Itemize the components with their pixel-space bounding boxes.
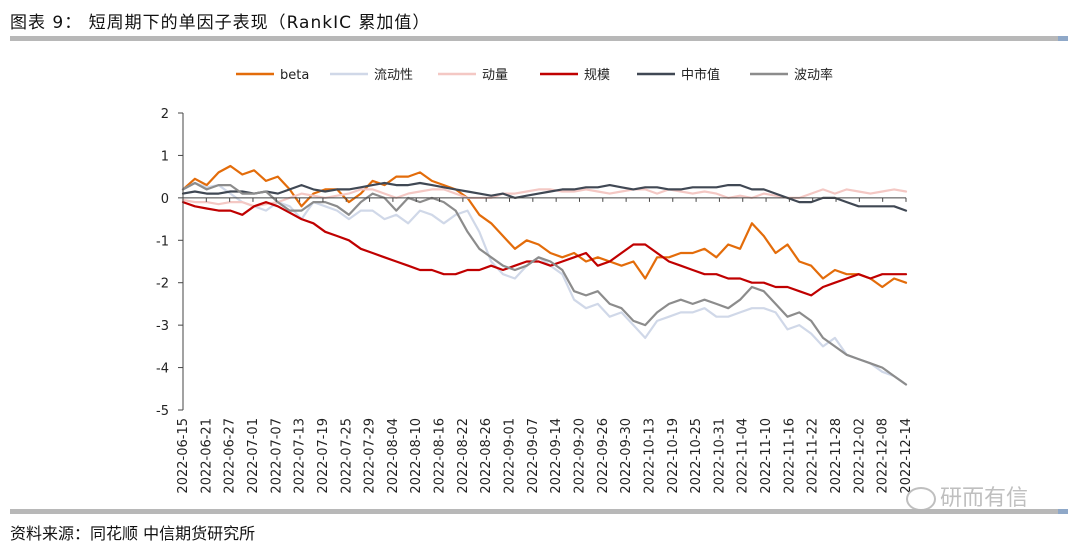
series-line-5: [181, 181, 908, 386]
watermark: 研而有信: [906, 480, 1028, 512]
legend: beta 流动性 动量 规模 中市值 波动率: [236, 67, 833, 83]
y-tick-label: 2: [161, 107, 169, 122]
top-rule: [10, 36, 1068, 41]
legend-label: 中市值: [681, 67, 720, 83]
x-tick-label: 2022-10-25: [689, 418, 704, 494]
bottom-rule: [10, 509, 1068, 514]
x-tick-label: 2022-08-10: [409, 418, 424, 494]
x-tick-label: 2022-07-29: [363, 418, 378, 494]
x-tick-label: 2022-07-13: [293, 418, 308, 494]
x-tick-label: 2022-08-26: [479, 418, 494, 494]
x-tick-label: 2022-12-08: [876, 418, 891, 494]
x-tick-label: 2022-08-04: [386, 418, 401, 494]
legend-label: beta: [280, 68, 309, 83]
x-tick-label: 2022-11-22: [806, 418, 821, 494]
y-tick-label: -4: [156, 362, 169, 377]
top-rule-accent: [1058, 36, 1068, 41]
legend-label: 波动率: [794, 67, 833, 83]
x-tick-label: 2022-12-02: [852, 418, 867, 494]
y-tick-label: 0: [161, 192, 169, 207]
x-tick-label: 2022-06-27: [223, 418, 238, 494]
y-tick-label: -5: [156, 404, 169, 419]
axes: 2 1 0 -1 -2 -3 -4 -5 2022-06-15 2022-06-21 2022-06…: [156, 107, 914, 494]
x-tick-label: 2022-09-14: [549, 418, 564, 494]
legend-label: 规模: [584, 68, 610, 83]
x-tick-label: 2022-11-28: [829, 418, 844, 494]
x-tick-label: 2022-09-30: [619, 418, 634, 494]
x-tick-label: 2022-11-10: [759, 418, 774, 494]
x-tick-label: 2022-06-15: [176, 418, 191, 494]
x-tick-label: 2022-11-16: [782, 418, 797, 494]
x-tick-label: 2022-11-04: [736, 418, 751, 494]
x-tick-label: 2022-09-07: [526, 418, 541, 494]
series-line-0: [181, 164, 908, 289]
legend-label: 动量: [482, 68, 508, 83]
figure-title: 图表 9： 短周期下的单因子表现（RankIC 累加值）: [10, 13, 431, 33]
y-tick-label: -3: [156, 319, 169, 334]
watermark-text: 研而有信: [940, 486, 1029, 511]
x-tick-label: 2022-06-21: [199, 418, 214, 494]
series-line-4: [181, 181, 908, 212]
y-tick-label: -2: [156, 277, 169, 292]
x-tick-label: 2022-10-31: [712, 418, 727, 494]
legend-label: 流动性: [374, 68, 413, 83]
x-tick-label: 2022-09-26: [596, 418, 611, 494]
x-tick-label: 2022-09-20: [572, 418, 587, 494]
bottom-rule-accent: [1058, 509, 1068, 514]
wechat-icon: [906, 487, 936, 511]
x-tick-label: 2022-07-01: [246, 418, 261, 494]
x-tick-label: 2022-08-22: [456, 418, 471, 494]
x-tick-label: 2022-10-19: [666, 418, 681, 494]
x-tick-label: 2022-07-19: [316, 418, 331, 494]
x-tick-label: 2022-12-14: [899, 418, 914, 494]
source-note: 资料来源：同花顺 中信期货研究所: [10, 524, 256, 543]
x-tick-label: 2022-07-25: [339, 418, 354, 494]
y-tick-label: -1: [156, 234, 169, 249]
y-tick-label: 1: [161, 149, 169, 164]
series-line-1: [181, 181, 908, 386]
series-layer: [181, 164, 908, 386]
x-tick-label: 2022-08-16: [433, 418, 448, 494]
x-tick-label: 2022-09-01: [503, 418, 518, 494]
series-line-3: [181, 201, 908, 297]
x-tick-label: 2022-07-07: [269, 418, 284, 494]
x-tick-label: 2022-10-13: [642, 418, 657, 494]
